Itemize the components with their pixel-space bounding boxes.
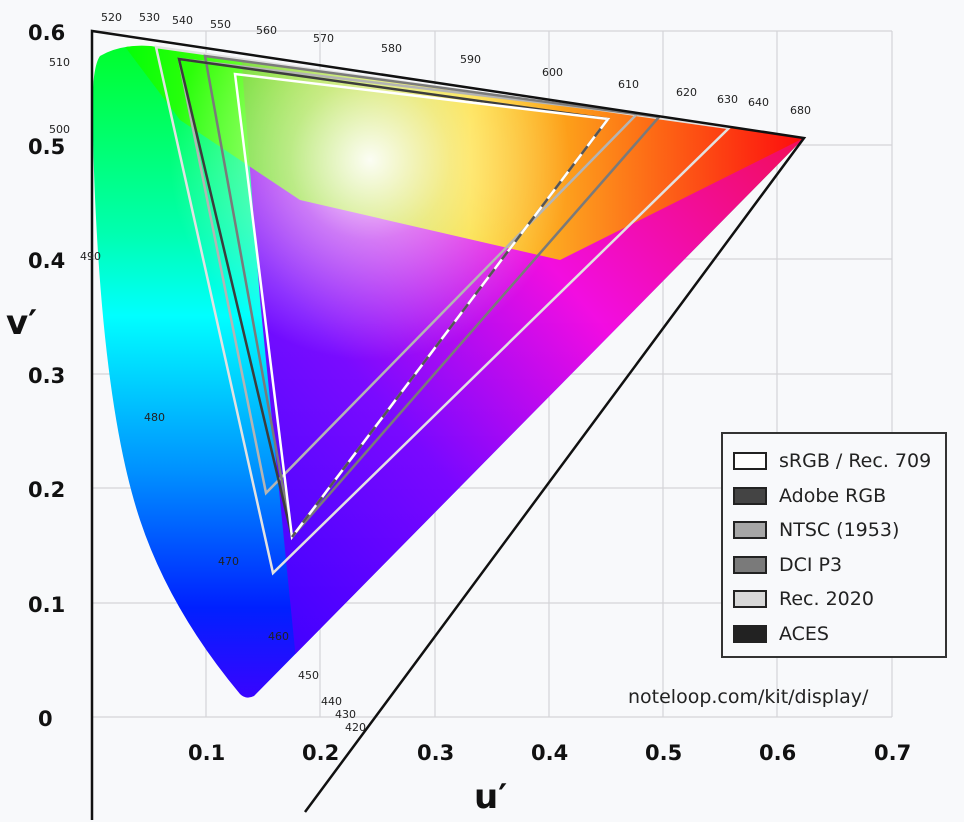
svg-text:0.5: 0.5 <box>28 135 65 159</box>
swatch-srgb <box>733 452 767 471</box>
legend-item-dci-p3: DCI P3 <box>733 548 945 583</box>
svg-text:460: 460 <box>268 630 289 643</box>
svg-text:680: 680 <box>790 104 811 117</box>
spectral-locus <box>92 45 805 698</box>
svg-text:580: 580 <box>381 42 402 55</box>
svg-text:520: 520 <box>101 11 122 24</box>
svg-text:490: 490 <box>80 250 101 263</box>
swatch-rec2020 <box>733 590 767 609</box>
gamut-ntsc <box>177 57 640 496</box>
swatch-adobe-rgb <box>733 486 767 505</box>
svg-text:510: 510 <box>49 56 70 69</box>
svg-text:0.2: 0.2 <box>302 741 339 765</box>
y-axis-title: v′ <box>6 303 37 343</box>
gamut-dci-p3 <box>203 54 662 540</box>
svg-text:0.3: 0.3 <box>417 741 454 765</box>
svg-text:0.3: 0.3 <box>28 364 65 388</box>
svg-text:420: 420 <box>345 721 366 734</box>
gamut-srgb <box>233 72 611 541</box>
x-axis-title: u′ <box>474 777 507 817</box>
svg-text:430: 430 <box>335 708 356 721</box>
svg-text:440: 440 <box>321 695 342 708</box>
svg-text:480: 480 <box>144 411 165 424</box>
svg-text:640: 640 <box>748 96 769 109</box>
svg-text:0.4: 0.4 <box>28 249 65 273</box>
svg-text:0.2: 0.2 <box>28 478 65 502</box>
legend: sRGB / Rec. 709 Adobe RGB NTSC (1953) DC… <box>721 432 947 658</box>
swatch-dci-p3 <box>733 555 767 574</box>
svg-text:0.4: 0.4 <box>531 741 568 765</box>
legend-item-rec2020: Rec. 2020 <box>733 582 945 617</box>
legend-item-aces: ACES <box>733 617 945 652</box>
svg-text:550: 550 <box>210 18 231 31</box>
credit-text: noteloop.com/kit/display/ <box>628 686 869 708</box>
gamut-aces <box>90 29 807 820</box>
legend-item-adobe-rgb: Adobe RGB <box>733 479 945 514</box>
svg-text:470: 470 <box>218 555 239 568</box>
svg-text:0.6: 0.6 <box>759 741 796 765</box>
svg-text:630: 630 <box>717 93 738 106</box>
swatch-aces <box>733 624 767 643</box>
wavelength-labels: 520 530 540 550 560 570 580 590 600 610 … <box>49 11 811 734</box>
svg-text:540: 540 <box>172 14 193 27</box>
svg-text:600: 600 <box>542 66 563 79</box>
svg-text:500: 500 <box>49 123 70 136</box>
svg-text:0.1: 0.1 <box>188 741 225 765</box>
svg-text:0.7: 0.7 <box>874 741 911 765</box>
svg-text:0.6: 0.6 <box>28 21 65 45</box>
svg-text:0.5: 0.5 <box>645 741 682 765</box>
svg-text:530: 530 <box>139 11 160 24</box>
y-axis-ticks: 0.6 0.5 0.4 0.3 0.2 0.1 0 <box>28 21 65 731</box>
svg-text:0.1: 0.1 <box>28 593 65 617</box>
legend-item-srgb: sRGB / Rec. 709 <box>733 444 945 479</box>
swatch-ntsc <box>733 521 767 540</box>
svg-text:560: 560 <box>256 24 277 37</box>
svg-text:590: 590 <box>460 53 481 66</box>
legend-item-ntsc: NTSC (1953) <box>733 513 945 548</box>
svg-text:620: 620 <box>676 86 697 99</box>
svg-text:0: 0 <box>38 707 53 731</box>
x-axis-ticks: 0.1 0.2 0.3 0.4 0.5 0.6 0.7 <box>188 741 911 765</box>
svg-text:570: 570 <box>313 32 334 45</box>
svg-text:610: 610 <box>618 78 639 91</box>
svg-text:450: 450 <box>298 669 319 682</box>
